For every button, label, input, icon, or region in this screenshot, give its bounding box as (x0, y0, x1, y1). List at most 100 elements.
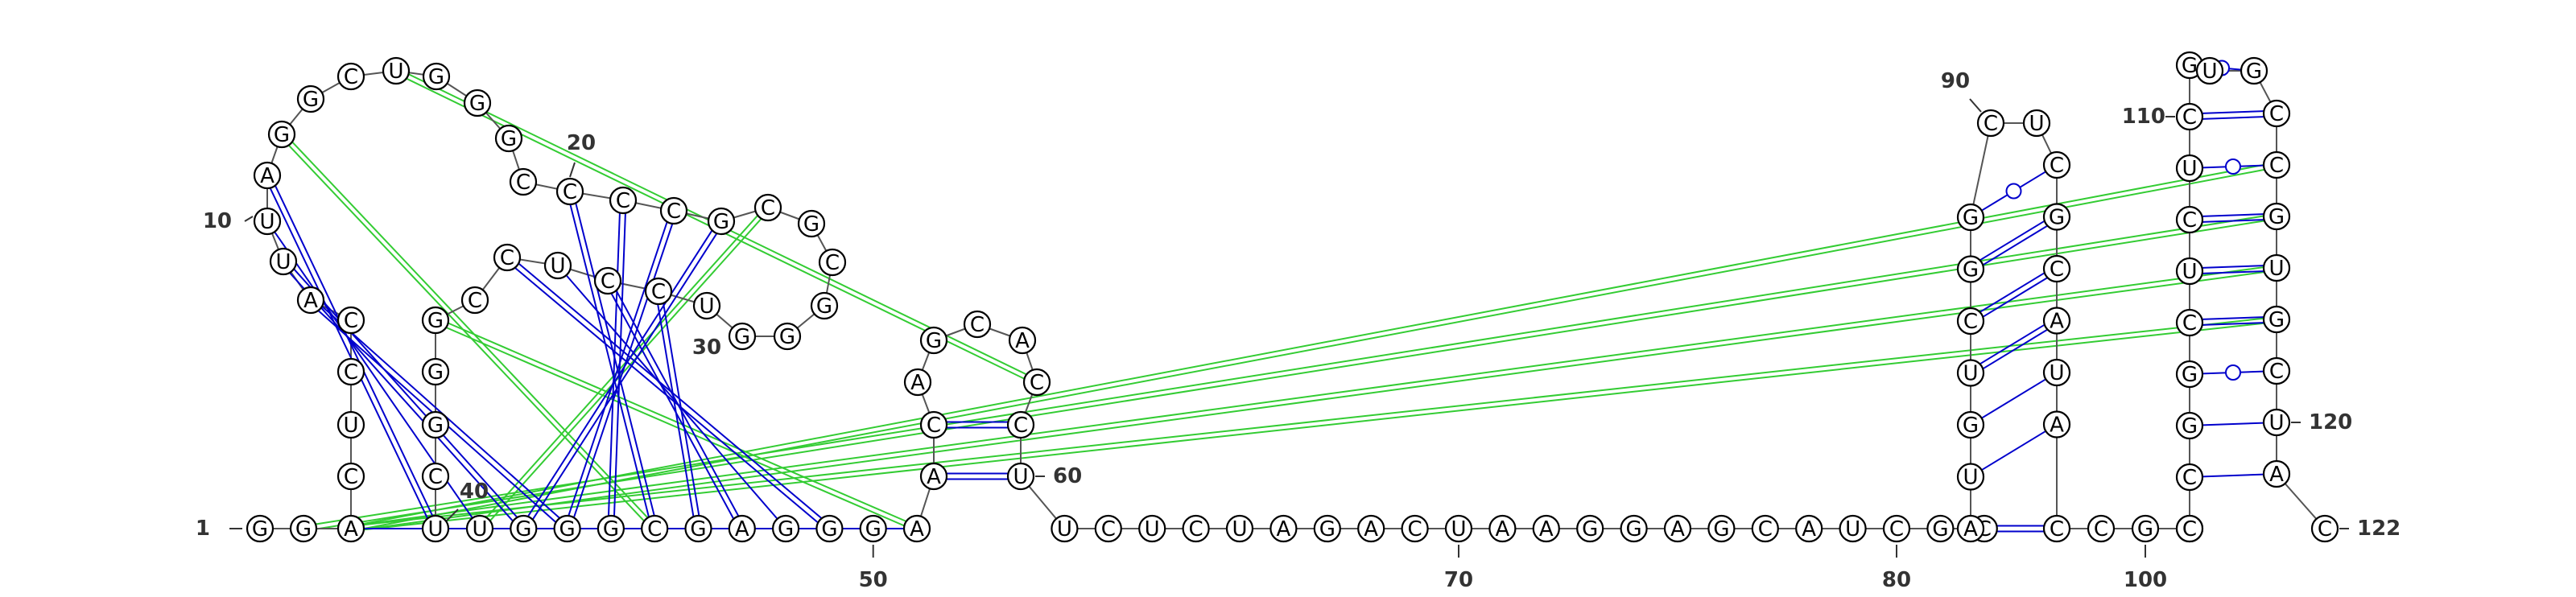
nucleotide-circle (246, 514, 275, 543)
base-pair-line (2202, 322, 2264, 326)
nucleotide-label: A (344, 517, 358, 541)
nucleotide-label: A (910, 371, 925, 395)
nucleotide-label: G (603, 517, 619, 541)
nucleotide-circle (1956, 203, 1985, 232)
nucleotide-circle (1022, 368, 1051, 397)
tertiary-interaction-line (364, 168, 2265, 529)
nucleotide: A (1269, 514, 1298, 543)
nucleotide-label: U (2182, 260, 2197, 284)
nucleotide-label: U (427, 517, 443, 541)
nucleotide: U (1051, 514, 1079, 543)
nucleotide-label: C (1889, 517, 1904, 541)
base-pair-line (1982, 224, 2048, 266)
nucleotide-label: C (2050, 257, 2064, 282)
nucleotide-label: C (344, 360, 358, 385)
tertiary-interaction-line (446, 327, 905, 527)
nucleotide: U (2042, 358, 2071, 387)
nucleotide-circle (2042, 307, 2071, 335)
nucleotide-circle (2262, 99, 2291, 128)
nucleotide: G (684, 514, 712, 543)
nucleotide-circle (593, 266, 622, 295)
nucleotide-label: A (2269, 463, 2284, 487)
nucleotide-label: C (1758, 517, 1773, 541)
nucleotide-label: G (2268, 205, 2285, 229)
nucleotide: C (2175, 463, 2204, 492)
tertiary-interaction-line (363, 317, 2264, 526)
nucleotide-label: C (1013, 414, 1028, 438)
nucleotide-label: G (821, 517, 837, 541)
nucleotide-circle (773, 322, 802, 351)
nucleotide-circle (1006, 462, 1035, 491)
base-pair-line (1982, 277, 2048, 318)
nucleotide-label: G (803, 212, 819, 237)
nucleotide-circle (463, 89, 492, 117)
nucleotide: A (1357, 514, 1385, 543)
nucleotide: G (1313, 514, 1341, 543)
nucleotide-circle (555, 177, 584, 206)
nucleotide-circle (609, 186, 638, 215)
nucleotide: C (2262, 356, 2291, 385)
nucleotide-circle (421, 462, 450, 491)
nucleotide-label: A (1802, 517, 1816, 541)
nucleotide-circle (919, 462, 948, 491)
nucleotide-label: C (563, 180, 577, 204)
nucleotide: C (460, 286, 489, 315)
nucleotide-circle (797, 209, 826, 238)
numbering-label: 10 (203, 209, 232, 233)
nucleotide-circle (919, 410, 948, 439)
nucleotide-circle (382, 56, 411, 85)
nucleotide: C (609, 186, 638, 215)
nucleotide: A (2262, 459, 2291, 488)
base-pair-line (293, 268, 518, 518)
nucleotide-circle (2042, 203, 2071, 231)
nucleotide: U (269, 247, 298, 276)
nucleotide-circle (421, 357, 450, 386)
nucleotide-label: U (2202, 60, 2217, 84)
nucleotide: U (1138, 514, 1166, 543)
nucleotide-circle (1444, 514, 1473, 543)
nucleotide-circle (1795, 514, 1823, 543)
nucleotide: G (773, 322, 802, 351)
nucleotide: C (336, 462, 365, 491)
base-pair-line (289, 272, 514, 522)
nucleotide: U (1444, 514, 1473, 543)
nucleotide-label: G (690, 517, 706, 541)
nucleotide-label: C (344, 65, 358, 89)
nucleotide: U (692, 291, 721, 320)
nucleotide: G (919, 326, 948, 355)
nucleotide-circle (493, 243, 522, 272)
nucleotide: C (1022, 368, 1051, 397)
nucleotide: U (253, 207, 282, 236)
nucleotide: G (2175, 360, 2204, 389)
nucleotide-circle (1956, 410, 1985, 439)
nucleotide: U (2175, 257, 2204, 286)
nucleotide-circle (597, 514, 625, 543)
nucleotide-label: C (2182, 311, 2197, 336)
nucleotide: G (859, 514, 887, 543)
numbering-tick (569, 162, 576, 178)
numbering-label: 122 (2357, 517, 2401, 541)
nucleotide-label: A (927, 465, 941, 489)
nucleotide-label: U (2049, 361, 2064, 385)
base-pair-line (2202, 219, 2264, 223)
nucleotide-circle (818, 248, 847, 277)
nucleotide-label: G (2246, 60, 2262, 84)
nucleotide: G (1926, 514, 1955, 543)
nucleotide-label: C (1408, 517, 1422, 541)
nucleotide: C (421, 462, 450, 491)
tertiary-interaction-line (316, 220, 2264, 530)
nucleotide-label: G (2268, 308, 2285, 332)
nucleotide-circle (2042, 358, 2071, 387)
nucleotide-label: C (667, 200, 681, 224)
nucleotide-label: G (865, 517, 881, 541)
nucleotide-label: C (1030, 371, 1044, 395)
tertiary-interaction-line (316, 215, 2264, 525)
nucleotide: C (919, 410, 948, 439)
numbering-label: 80 (1882, 568, 1911, 592)
tertiary-interaction-line (489, 218, 762, 521)
nucleotide-label: G (1932, 517, 1948, 541)
nucleotide-circle (1926, 514, 1955, 543)
nucleotide-label: C (825, 251, 840, 275)
nucleotide: A (2042, 410, 2071, 438)
nucleotide-circle (1051, 514, 1079, 543)
